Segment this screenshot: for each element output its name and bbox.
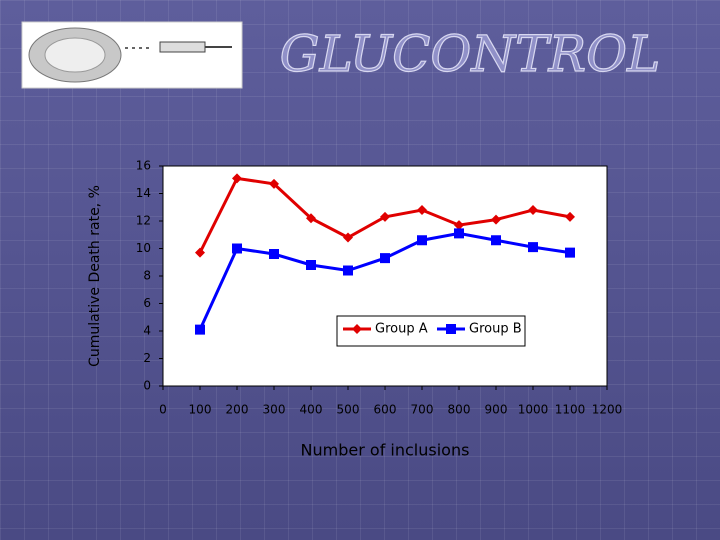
y-tick-label: 2	[143, 351, 151, 365]
marker	[417, 235, 427, 246]
marker	[454, 220, 464, 231]
x-tick-label: 1100	[555, 403, 586, 417]
plot-area	[162, 165, 608, 387]
legend-marker	[446, 324, 456, 334]
marker	[491, 214, 501, 225]
marker	[269, 249, 279, 259]
y-tick-label: 14	[136, 186, 151, 200]
y-tick-label: 0	[143, 379, 151, 393]
legend-label: Group B	[469, 322, 522, 337]
marker	[417, 205, 427, 215]
x-axis-label: Number of inclusions	[301, 441, 470, 460]
x-tick-label: 1000	[518, 403, 549, 417]
marker	[565, 247, 575, 258]
marker	[491, 235, 501, 246]
sugar	[44, 37, 106, 73]
y-tick-label: 8	[143, 269, 151, 283]
x-tick-label: 600	[374, 403, 397, 417]
marker	[528, 242, 538, 253]
marker	[195, 324, 205, 335]
x-tick-label: 1200	[592, 403, 623, 417]
marker	[380, 253, 390, 264]
legend-marker	[352, 324, 362, 334]
y-tick-label: 12	[136, 214, 151, 228]
slide-title: GLUCONTROL	[280, 25, 661, 83]
legend	[336, 315, 526, 347]
y-tick-label: 10	[136, 241, 151, 255]
x-tick-label: 100	[189, 403, 212, 417]
marker	[343, 232, 353, 243]
illustration	[21, 21, 243, 89]
x-tick-label: 800	[448, 403, 471, 417]
marker	[232, 173, 242, 184]
legend-label: Group A	[375, 322, 428, 337]
marker	[343, 265, 353, 276]
marker	[528, 205, 538, 215]
marker	[269, 178, 279, 189]
x-tick-label: 400	[300, 403, 323, 417]
x-tick-label: 200	[226, 403, 249, 417]
marker	[232, 243, 242, 254]
marker	[565, 211, 575, 222]
x-tick-label: 300	[263, 403, 286, 417]
syringe	[159, 41, 206, 53]
y-tick-label: 4	[143, 324, 151, 338]
y-tick-label: 16	[136, 159, 151, 173]
x-tick-label: 500	[337, 403, 360, 417]
y-tick-label: 6	[143, 296, 151, 310]
y-axis-label: Cumulative Death rate, %	[87, 185, 103, 367]
x-tick-label: 700	[411, 403, 434, 417]
marker	[306, 260, 316, 270]
marker	[454, 228, 464, 239]
marker	[195, 247, 205, 258]
marker	[306, 213, 316, 224]
x-tick-label: 900	[485, 403, 508, 417]
x-tick-label: 0	[159, 403, 167, 417]
marker	[380, 211, 390, 222]
